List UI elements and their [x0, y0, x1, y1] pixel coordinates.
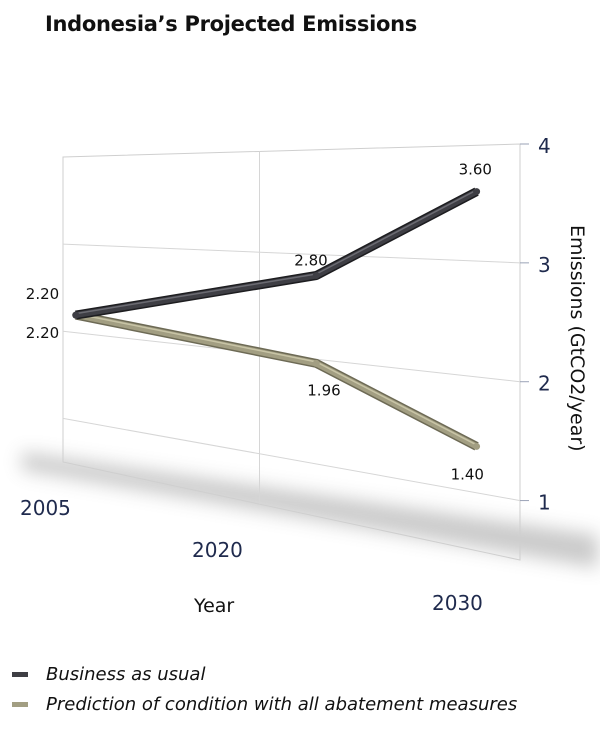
plane-shadow	[22, 452, 598, 568]
gridline-y-3	[62, 243, 521, 264]
data-point-0-0	[72, 311, 80, 319]
data-label: 2.80	[294, 251, 327, 269]
series-line-1	[75, 312, 478, 450]
y-tick-label: 2	[538, 372, 551, 396]
x-tick-label: 2005	[20, 496, 71, 520]
y-tick-label: 1	[538, 491, 551, 515]
data-label: 1.40	[451, 465, 484, 483]
series-line-shadow-1	[74, 310, 479, 451]
grid-frame	[62, 143, 521, 561]
data-point-0-2	[473, 188, 481, 196]
data-point-0-1	[312, 271, 320, 279]
x-tick-label: 2020	[192, 538, 243, 562]
y-tick-label: 3	[538, 253, 551, 277]
legend-item-bau: Business as usual	[12, 664, 205, 685]
legend-item-abatement: Prediction of condition with all abateme…	[12, 694, 517, 715]
legend-swatch-bau	[12, 672, 28, 677]
gridline-y-1	[62, 417, 521, 502]
y-axis-label: Emissions (GtCO2/year)	[566, 225, 588, 452]
data-label: 2.20	[26, 324, 59, 342]
x-axis-label: Year	[193, 595, 234, 617]
legend-swatch-abatement	[12, 702, 28, 707]
y-tick-label: 4	[538, 134, 551, 158]
chart-title: Indonesia’s Projected Emissions	[45, 12, 417, 36]
data-point-1-2	[473, 442, 481, 450]
data-label: 2.20	[26, 285, 59, 303]
data-label: 3.60	[459, 161, 492, 179]
legend-label-abatement: Prediction of condition with all abateme…	[46, 694, 518, 715]
series-line-highlight-1	[75, 312, 477, 446]
data-label: 1.96	[307, 381, 340, 399]
data-point-1-1	[312, 359, 320, 367]
legend-label-bau: Business as usual	[46, 664, 206, 685]
series-line-highlight-0	[75, 189, 477, 315]
x-tick-label: 2030	[432, 591, 483, 615]
